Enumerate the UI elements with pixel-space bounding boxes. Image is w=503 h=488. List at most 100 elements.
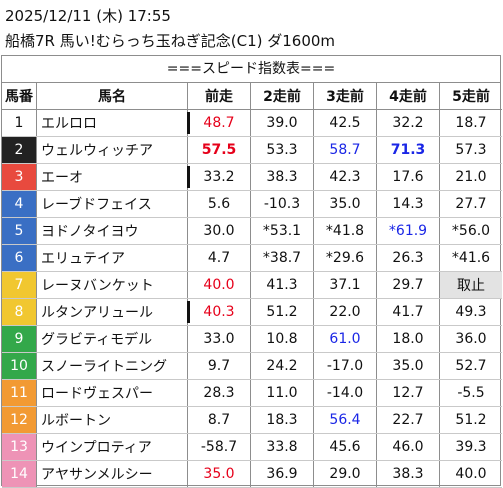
speed-value-cell: 33.0 [187, 325, 251, 353]
speed-value-cell: 32.2 [376, 109, 440, 137]
col-header-3-races-ago: 3走前 [313, 83, 377, 110]
speed-value-cell: 61.0 [313, 325, 377, 353]
horse-number-cell: 4 [2, 190, 37, 218]
table-row: 9 グラビティモデル 33.0 10.8 61.0 18.0 36.0 [2, 325, 502, 353]
speed-value-cell: 41.3 [250, 271, 314, 299]
speed-value-cell: 33.8 [250, 433, 314, 461]
speed-value-cell: 33.2 [187, 163, 251, 191]
speed-index-table: 馬番 馬名 前走 2走前 3走前 4走前 5走前 1 エルロロ 48.7 39.0 42… [2, 83, 502, 488]
speed-value-cell: 24.2 [250, 352, 314, 380]
speed-value-cell: -58.7 [187, 433, 251, 461]
horse-name-cell: アヤサンメルシー [36, 460, 188, 488]
speed-value-cell: 46.0 [376, 433, 440, 461]
speed-value-cell: 29.7 [376, 271, 440, 299]
horse-name-cell: レーヌバンケット [36, 271, 188, 299]
col-header-4-races-ago: 4走前 [376, 83, 440, 110]
table-title: ===スピード指数表=== [2, 56, 500, 83]
horse-name-cell: ウェルウィッチア [36, 136, 188, 164]
speed-value-cell: 42.5 [313, 109, 377, 137]
speed-value-cell: 40.3 [187, 298, 251, 326]
horse-name-cell: エリュテイア [36, 244, 188, 272]
speed-value-cell: -5.5 [439, 379, 502, 407]
speed-value-cell: 57.3 [439, 136, 502, 164]
speed-value-cell: 35.0 [313, 190, 377, 218]
speed-value-cell: 17.6 [376, 163, 440, 191]
table-row: 7 レーヌバンケット 40.0 41.3 37.1 29.7 取止 [2, 271, 502, 299]
horse-number-cell: 5 [2, 217, 37, 245]
speed-value-cell: 36.0 [439, 325, 502, 353]
speed-value-cell: 18.0 [376, 325, 440, 353]
horse-number-cell: 11 [2, 379, 37, 407]
table-row: 4 レーブドフェイス 5.6 -10.3 35.0 14.3 27.7 [2, 190, 502, 218]
race-datetime: 2025/12/11 (木) 17:55 [5, 7, 171, 25]
horse-name-cell: スノーライトニング [36, 352, 188, 380]
table-row: 12 ルボートン 8.7 18.3 56.4 22.7 51.2 [2, 406, 502, 434]
horse-name-cell: エーオ [36, 163, 188, 191]
col-header-horse-name: 馬名 [36, 83, 188, 110]
speed-value-cell: 18.7 [439, 109, 502, 137]
speed-value-cell: 45.6 [313, 433, 377, 461]
speed-value-cell: 22.0 [313, 298, 377, 326]
col-header-number: 馬番 [2, 83, 37, 110]
speed-value-cell: 12.7 [376, 379, 440, 407]
speed-value-cell: *41.6 [439, 244, 502, 272]
horse-name-cell: エルロロ [36, 109, 188, 137]
speed-value-cell: *61.9 [376, 217, 440, 245]
table-row: 14 アヤサンメルシー 35.0 36.9 29.0 38.3 40.0 [2, 460, 502, 488]
speed-value-cell: 56.4 [313, 406, 377, 434]
speed-value-cell: 26.3 [376, 244, 440, 272]
speed-value-cell: 53.3 [250, 136, 314, 164]
speed-value-cell: 22.7 [376, 406, 440, 434]
speed-value-cell: -10.3 [250, 190, 314, 218]
table-row: 5 ヨドノタイヨウ 30.0 *53.1 *41.8 *61.9 *56.0 [2, 217, 502, 245]
horse-number-cell: 10 [2, 352, 37, 380]
speed-value-cell: 11.0 [250, 379, 314, 407]
horse-name-cell: グラビティモデル [36, 325, 188, 353]
horse-number-cell: 12 [2, 406, 37, 434]
horse-name-cell: ヨドノタイヨウ [36, 217, 188, 245]
speed-value-cell: 28.3 [187, 379, 251, 407]
speed-value-cell: 35.0 [187, 460, 251, 488]
speed-value-cell: 57.5 [187, 136, 251, 164]
speed-value-cell: 35.0 [376, 352, 440, 380]
horse-number-cell: 6 [2, 244, 37, 272]
horse-name-cell: ロードヴェスパー [36, 379, 188, 407]
speed-value-cell: 30.0 [187, 217, 251, 245]
speed-value-cell: -17.0 [313, 352, 377, 380]
horse-name-cell: ルボートン [36, 406, 188, 434]
speed-value-cell: *56.0 [439, 217, 502, 245]
speed-value-cell: *29.6 [313, 244, 377, 272]
speed-value-cell: 37.1 [313, 271, 377, 299]
table-row: 3 エーオ 33.2 38.3 42.3 17.6 21.0 [2, 163, 502, 191]
horse-number-cell: 8 [2, 298, 37, 326]
horse-name-cell: ウインプロティア [36, 433, 188, 461]
speed-value-cell: 27.7 [439, 190, 502, 218]
horse-number-cell: 14 [2, 460, 37, 488]
speed-value-cell: *41.8 [313, 217, 377, 245]
table-header-row: 馬番 馬名 前走 2走前 3走前 4走前 5走前 [2, 83, 502, 110]
speed-value-cell: 9.7 [187, 352, 251, 380]
speed-value-cell: 58.7 [313, 136, 377, 164]
speed-value-cell: 38.3 [250, 163, 314, 191]
speed-value-cell: 41.7 [376, 298, 440, 326]
col-header-last-race: 前走 [187, 83, 251, 110]
col-header-5-races-ago: 5走前 [439, 83, 502, 110]
horse-number-cell: 9 [2, 325, 37, 353]
race-title: 船橋7R 馬い!むらっち玉ねぎ記念(C1) ダ1600m [5, 32, 336, 50]
speed-value-cell: *38.7 [250, 244, 314, 272]
table-row: 13 ウインプロティア -58.7 33.8 45.6 46.0 39.3 [2, 433, 502, 461]
table-row: 8 ルタンアリュール 40.3 51.2 22.0 41.7 49.3 [2, 298, 502, 326]
speed-value-cell: 39.3 [439, 433, 502, 461]
speed-value-cell: 39.0 [250, 109, 314, 137]
speed-value-cell: 42.3 [313, 163, 377, 191]
speed-value-cell: 36.9 [250, 460, 314, 488]
table-row: 10 スノーライトニング 9.7 24.2 -17.0 35.0 52.7 [2, 352, 502, 380]
speed-value-cell: 14.3 [376, 190, 440, 218]
col-header-2-races-ago: 2走前 [250, 83, 314, 110]
speed-value-cell: 4.7 [187, 244, 251, 272]
table-row: 6 エリュテイア 4.7 *38.7 *29.6 26.3 *41.6 [2, 244, 502, 272]
horse-number-cell: 7 [2, 271, 37, 299]
table-row: 2 ウェルウィッチア 57.5 53.3 58.7 71.3 57.3 [2, 136, 502, 164]
speed-value-cell: 38.3 [376, 460, 440, 488]
speed-value-cell: 48.7 [187, 109, 251, 137]
